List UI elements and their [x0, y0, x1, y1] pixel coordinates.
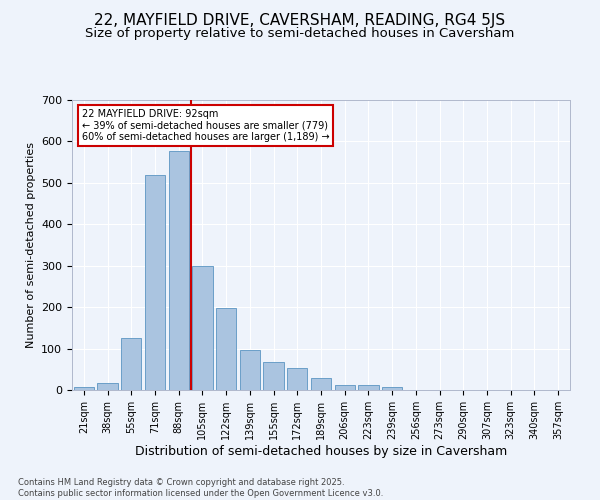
Bar: [74, 386, 94, 390]
Text: Size of property relative to semi-detached houses in Caversham: Size of property relative to semi-detach…: [85, 28, 515, 40]
Bar: [358, 386, 379, 390]
Bar: [145, 174, 165, 390]
X-axis label: Distribution of semi-detached houses by size in Caversham: Distribution of semi-detached houses by …: [135, 444, 507, 458]
Bar: [121, 338, 142, 390]
Y-axis label: Number of semi-detached properties: Number of semi-detached properties: [26, 142, 35, 348]
Text: 22 MAYFIELD DRIVE: 92sqm
← 39% of semi-detached houses are smaller (779)
60% of : 22 MAYFIELD DRIVE: 92sqm ← 39% of semi-d…: [82, 108, 329, 142]
Text: 22, MAYFIELD DRIVE, CAVERSHAM, READING, RG4 5JS: 22, MAYFIELD DRIVE, CAVERSHAM, READING, …: [94, 12, 506, 28]
Bar: [97, 383, 118, 390]
Bar: [311, 378, 331, 390]
Bar: [287, 368, 307, 390]
Bar: [382, 386, 402, 390]
Bar: [169, 150, 189, 390]
Bar: [240, 350, 260, 390]
Bar: [335, 384, 355, 390]
Bar: [193, 266, 212, 390]
Text: Contains HM Land Registry data © Crown copyright and database right 2025.
Contai: Contains HM Land Registry data © Crown c…: [18, 478, 383, 498]
Bar: [263, 362, 284, 390]
Bar: [216, 308, 236, 390]
